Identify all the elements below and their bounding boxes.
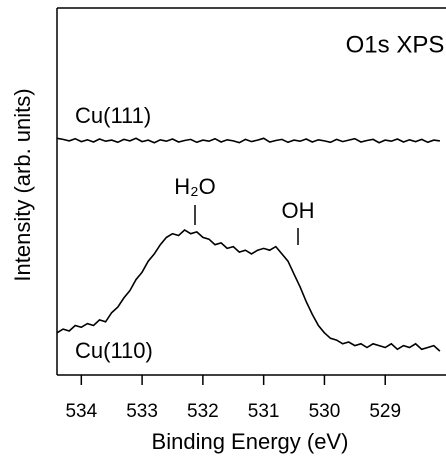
y-axis-label: Intensity (arb. units)	[10, 88, 35, 281]
x-axis-label: Binding Energy (eV)	[152, 429, 349, 454]
series-line	[56, 229, 441, 352]
peak-annotation: OH	[282, 198, 315, 223]
x-tick-label: 530	[309, 401, 341, 422]
x-tick-label: 531	[248, 401, 280, 422]
series-label: Cu(111)	[75, 103, 151, 128]
chart-title: O1s XPS	[346, 31, 445, 58]
series-label: Cu(110)	[75, 338, 153, 363]
series-line	[56, 137, 441, 144]
x-tick-label: 532	[187, 401, 219, 422]
x-tick-label: 533	[126, 401, 158, 422]
x-tick-label: 529	[369, 401, 401, 422]
x-tick-label: 534	[65, 401, 97, 422]
peak-annotation: H₂O	[174, 174, 216, 199]
